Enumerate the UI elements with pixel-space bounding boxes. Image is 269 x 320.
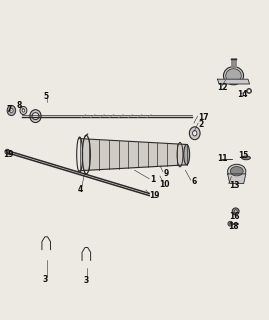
Text: 16: 16 [229, 212, 239, 221]
Ellipse shape [30, 110, 41, 123]
Circle shape [228, 221, 233, 226]
Polygon shape [228, 174, 246, 184]
Text: 8: 8 [17, 101, 22, 110]
Text: 19: 19 [149, 191, 160, 200]
Text: 3: 3 [43, 275, 48, 284]
Circle shape [32, 113, 39, 120]
Ellipse shape [224, 67, 243, 85]
Text: 10: 10 [159, 180, 170, 189]
Text: 4: 4 [78, 185, 83, 194]
Circle shape [5, 149, 10, 154]
Ellipse shape [10, 108, 13, 113]
Text: 18: 18 [228, 222, 239, 231]
Text: 7: 7 [6, 105, 11, 114]
Circle shape [247, 89, 251, 93]
Text: 9: 9 [163, 169, 169, 179]
Ellipse shape [77, 137, 83, 172]
Text: 15: 15 [238, 151, 249, 160]
Text: 12: 12 [217, 83, 227, 92]
Ellipse shape [22, 109, 25, 112]
Text: 13: 13 [229, 181, 239, 190]
Text: 14: 14 [237, 90, 248, 99]
Ellipse shape [20, 107, 27, 115]
Ellipse shape [7, 105, 16, 116]
Ellipse shape [232, 208, 239, 215]
Ellipse shape [228, 164, 246, 178]
Text: 1: 1 [150, 175, 155, 184]
Ellipse shape [242, 156, 250, 160]
Text: 3: 3 [84, 276, 89, 285]
Ellipse shape [234, 210, 237, 213]
Text: 6: 6 [191, 178, 196, 187]
Text: 17: 17 [198, 113, 209, 122]
Text: 5: 5 [43, 92, 48, 101]
Ellipse shape [193, 131, 197, 136]
Ellipse shape [184, 144, 190, 165]
Ellipse shape [230, 166, 243, 176]
Polygon shape [217, 79, 250, 84]
Ellipse shape [247, 89, 252, 93]
Text: 11: 11 [217, 155, 227, 164]
Text: 19: 19 [3, 150, 13, 159]
Ellipse shape [189, 127, 200, 140]
Text: 2: 2 [199, 120, 204, 129]
Ellipse shape [226, 69, 241, 83]
